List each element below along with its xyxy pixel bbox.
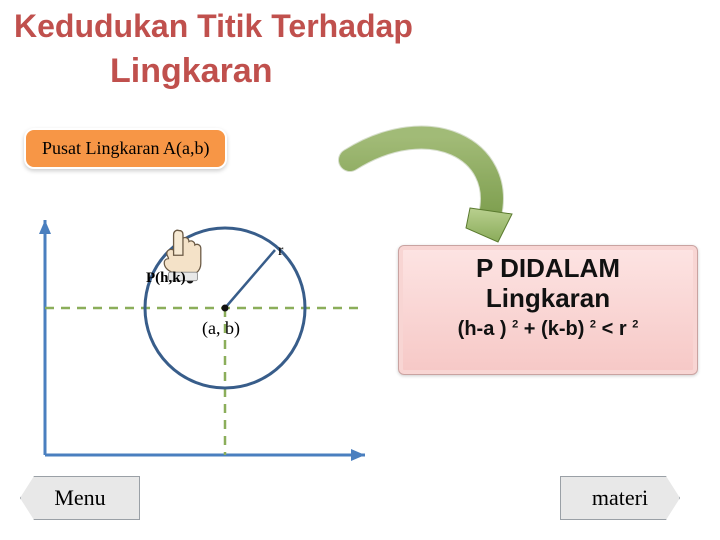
panel-formula: (h-a ) 2 + (k-b) 2 < r 2 [399, 318, 697, 341]
p-label: P(h,k) [146, 270, 186, 287]
result-panel: P DIDALAM Lingkaran (h-a ) 2 + (k-b) 2 <… [398, 245, 698, 375]
radius-label: r [278, 242, 283, 260]
center-label: (a, b) [202, 318, 240, 339]
menu-button[interactable]: Menu [20, 476, 140, 520]
circle-diagram: r (a, b) P(h,k) [20, 220, 380, 480]
panel-line-2: Lingkaran [399, 284, 697, 314]
panel-line-1: P DIDALAM [399, 254, 697, 284]
materi-label: materi [592, 485, 648, 511]
materi-button[interactable]: materi [560, 476, 680, 520]
menu-label: Menu [54, 485, 105, 511]
